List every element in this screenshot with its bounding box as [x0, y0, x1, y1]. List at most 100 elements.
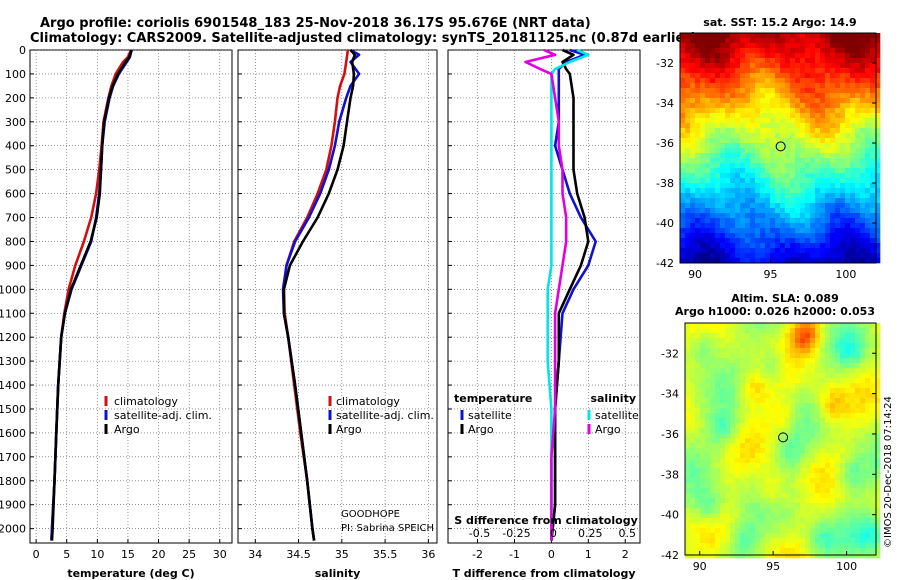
s-tick-label: -0.5 [469, 527, 490, 540]
sst_map-xtick-label: 95 [763, 268, 777, 281]
annotation-goodhope: GOODHOPE [341, 509, 400, 520]
sst-map-title: sat. SST: 15.2 Argo: 14.9 [703, 16, 856, 29]
series-line-salinity-argo [524, 48, 568, 541]
credit-text: ©IMOS 20-Dec-2018 07:14:24 [883, 396, 894, 548]
legend-group-title: temperature [454, 392, 532, 405]
s-difference-label: S difference from climatology [454, 514, 638, 527]
temperature-panel: 0 5 10 15 20 25 30 temperature (deg C) 0 100 200 30… [0, 44, 233, 580]
difference-xlabel: T difference from climatology [452, 567, 635, 580]
depth-tick-label: 1200 [0, 331, 26, 344]
title-line-1: Argo profile: coriolis 6901548_183 25-No… [40, 16, 591, 31]
difference-xtick-label: -2 [472, 548, 483, 561]
temperature-xtick-label: 5 [63, 548, 70, 561]
depth-tick-label: 200 [5, 92, 26, 105]
legend-label: satellite-adj. clim. [114, 409, 212, 422]
sst_map-ytick-label: -42 [656, 257, 674, 270]
depth-tick-label: 1900 [0, 499, 26, 512]
sst_map-ytick-label: -34 [656, 97, 674, 110]
sst_map-ytick-label: -36 [656, 137, 674, 150]
s-tick-label: 0.5 [618, 527, 636, 540]
legend-label: Argo [468, 423, 494, 436]
legend-label: climatology [114, 395, 178, 408]
title-line-2: Climatology: CARS2009. Satellite-adjuste… [30, 31, 697, 46]
sst_map-ytick-label: -32 [656, 57, 674, 70]
sla-map-subtitle: Argo h1000: 0.026 h2000: 0.053 [675, 305, 875, 318]
sst_map-frame [679, 32, 877, 264]
difference-xtick-label: 2 [622, 548, 629, 561]
depth-tick-label: 1500 [0, 403, 26, 416]
legend-label: satellite [595, 409, 639, 422]
salinity-xtick-label: 34 [248, 548, 262, 561]
depth-tick-label: 1300 [0, 355, 26, 368]
salinity-xtick-label: 34.5 [286, 548, 311, 561]
sst-map-panel: sat. SST: 15.2 Argo: 14.9 90 95 100 -32 -34 -3… [656, 16, 881, 281]
sst_map-xtick-label: 90 [688, 268, 702, 281]
depth-tick-label: 0 [19, 44, 26, 57]
temperature-xtick-label: 30 [213, 548, 227, 561]
temperature-xlabel: temperature (deg C) [67, 567, 194, 580]
s-tick-label: 0.25 [578, 527, 603, 540]
sla_map-cells [685, 323, 881, 559]
series-line-salinity-satellite [546, 48, 590, 541]
sst_map-ytick-label: -38 [656, 177, 674, 190]
salinity-xlabel: salinity [315, 567, 361, 580]
difference-frame [447, 49, 641, 544]
difference-panel: -2 -1 0 1 2 T difference from climatology -0.5… [447, 48, 641, 580]
series-line-argo [50, 49, 133, 541]
depth-tick-label: 2000 [0, 523, 26, 536]
legend-label: Argo [595, 423, 621, 436]
temperature-xtick-label: 10 [90, 548, 104, 561]
sla_map-ytick-label: -40 [661, 509, 679, 522]
float-position-marker [778, 432, 789, 443]
legend-label: satellite [468, 409, 512, 422]
difference-xtick-label: -1 [509, 548, 520, 561]
sla-map-title: Altim. SLA: 0.089 [731, 292, 838, 305]
depth-tick-label: 600 [5, 188, 26, 201]
temperature-xtick-label: 0 [33, 548, 40, 561]
sla_map-ytick-label: -34 [661, 388, 679, 401]
float-position-marker [775, 141, 786, 152]
temperature-xtick-label: 25 [182, 548, 196, 561]
s-tick-label: 0 [550, 527, 557, 540]
series-line-argo [282, 49, 357, 541]
sla_map-ytick-label: -32 [661, 347, 679, 360]
salinity-xtick-label: 36 [421, 548, 435, 561]
difference-xtick-label: 0 [548, 548, 555, 561]
sla_map-xtick-label: 100 [836, 560, 857, 573]
sst_map-xtick-label: 100 [835, 268, 856, 281]
temperature-frame [29, 49, 233, 544]
depth-tick-label: 100 [5, 68, 26, 81]
depth-tick-label: 1600 [0, 427, 26, 440]
sla_map-ytick-label: -38 [661, 468, 679, 481]
temperature-xtick-label: 15 [121, 548, 135, 561]
sla_map-xtick-label: 90 [693, 560, 707, 573]
annotation-pi: PI: Sabrina SPEICH [341, 523, 434, 534]
salinity-xtick-label: 35 [335, 548, 349, 561]
legend-label: climatology [336, 395, 400, 408]
sla_map-frame [684, 322, 877, 556]
legend-group-title: salinity [590, 392, 636, 405]
salinity-panel: 34 34.5 35 35.5 36 salinity climatologysatelli… [237, 48, 438, 580]
depth-tick-label: 300 [5, 116, 26, 129]
depth-tick-label: 400 [5, 140, 26, 153]
sst_map-cells [680, 33, 881, 264]
s-tick-label: -0.25 [502, 527, 530, 540]
depth-tick-label: 800 [5, 235, 26, 248]
depth-tick-label: 1700 [0, 451, 26, 464]
difference-xtick-label: 1 [585, 548, 592, 561]
depth-tick-label: 700 [5, 212, 26, 225]
depth-tick-label: 1100 [0, 307, 26, 320]
legend-label: Argo [336, 423, 362, 436]
sla_map-xtick-label: 95 [766, 560, 780, 573]
sla_map-ytick-label: -36 [661, 428, 679, 441]
depth-tick-label: 1800 [0, 475, 26, 488]
sla_map-ytick-label: -42 [661, 549, 679, 562]
depth-tick-label: 1000 [0, 283, 26, 296]
depth-tick-label: 500 [5, 164, 26, 177]
legend-label: Argo [114, 423, 140, 436]
salinity-xtick-label: 35.5 [373, 548, 398, 561]
depth-tick-label: 900 [5, 259, 26, 272]
legend-label: satellite-adj. clim. [336, 409, 434, 422]
